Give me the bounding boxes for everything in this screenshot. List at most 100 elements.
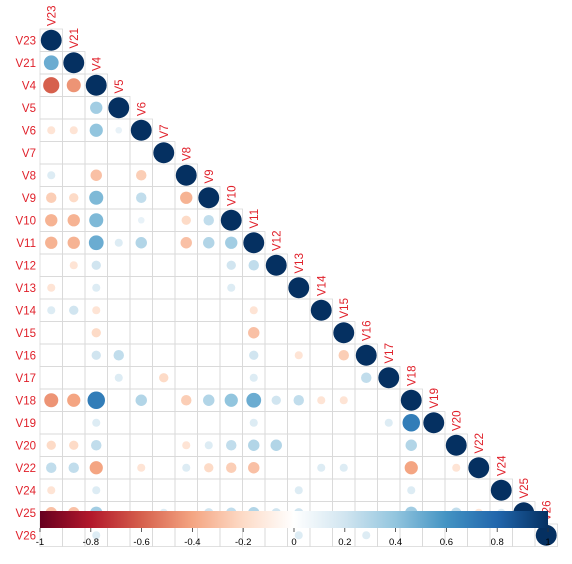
row-label-V7: V7 xyxy=(22,148,36,160)
row-label-V23: V23 xyxy=(16,35,36,47)
row-label-V25: V25 xyxy=(16,508,36,520)
corr-V16-V11 xyxy=(249,350,259,360)
grid-cell xyxy=(62,366,86,390)
corr-V17-V11 xyxy=(249,373,258,382)
corr-V6-V21 xyxy=(69,126,78,135)
corr-V22-V9 xyxy=(204,463,214,473)
grid-cell xyxy=(287,411,311,435)
corr-V26-V26 xyxy=(535,524,557,546)
corr-V14-V14 xyxy=(310,299,332,321)
corr-V11-V21 xyxy=(67,236,80,249)
corr-V8-V6 xyxy=(136,170,147,181)
grid-cell xyxy=(422,478,446,502)
grid-cell xyxy=(287,298,311,322)
corr-V26-V4 xyxy=(92,531,101,540)
corr-V19-V18 xyxy=(402,414,420,432)
corr-V10-V4 xyxy=(89,213,104,228)
corr-V18-V6 xyxy=(135,394,147,406)
corr-V11-V11 xyxy=(243,232,265,254)
corr-V20-V18 xyxy=(405,439,417,451)
corr-V18-V23 xyxy=(44,393,59,408)
grid-cell xyxy=(152,433,176,457)
colorbar-gradient xyxy=(40,511,548,528)
col-label-V5: V5 xyxy=(114,79,126,93)
corr-V11-V8 xyxy=(180,237,192,249)
corr-V12-V21 xyxy=(69,261,78,270)
corr-V21-V23 xyxy=(43,55,59,71)
col-label-V8: V8 xyxy=(181,147,193,161)
grid-cell xyxy=(107,411,131,435)
grid-cell xyxy=(354,456,378,480)
corr-V18-V4 xyxy=(87,391,105,409)
grid-cell xyxy=(62,141,86,165)
grid-cell xyxy=(107,456,131,480)
corr-V22-V22 xyxy=(468,457,490,479)
grid-cell xyxy=(242,478,266,502)
corr-V11-V6 xyxy=(135,237,147,249)
colorbar-tick-label: 0 xyxy=(291,537,296,548)
row-label-V10: V10 xyxy=(16,215,36,227)
grid-cell xyxy=(174,321,198,345)
grid-cell xyxy=(219,478,243,502)
corr-V19-V4 xyxy=(92,418,101,427)
colorbar-tick-label: -0.6 xyxy=(133,537,149,548)
col-label-V23: V23 xyxy=(46,6,58,26)
grid-cell xyxy=(309,411,333,435)
corr-V6-V4 xyxy=(89,123,103,137)
grid-cell xyxy=(84,366,108,390)
grid-cell xyxy=(219,298,243,322)
grid-cell xyxy=(309,478,333,502)
corr-V19-V19 xyxy=(423,412,445,434)
corr-V10-V21 xyxy=(67,214,80,227)
grid-cell xyxy=(219,411,243,435)
grid-cell xyxy=(62,276,86,300)
corr-V9-V6 xyxy=(136,192,147,203)
corr-V24-V4 xyxy=(92,486,101,495)
corr-V22-V20 xyxy=(452,463,461,472)
grid-cell xyxy=(129,433,153,457)
grid-cell xyxy=(287,366,311,390)
grid-cell xyxy=(264,321,288,345)
grid-cell xyxy=(197,253,221,277)
grid-cell xyxy=(174,411,198,435)
corr-V14-V23 xyxy=(47,306,56,315)
corr-V14-V4 xyxy=(92,306,101,315)
corr-V9-V8 xyxy=(180,191,193,204)
corr-V12-V10 xyxy=(226,260,236,270)
corr-V23-V23 xyxy=(40,29,62,51)
grid-cell xyxy=(129,478,153,502)
corr-V11-V5 xyxy=(114,238,123,247)
row-label-V12: V12 xyxy=(16,260,36,272)
corr-V9-V4 xyxy=(89,190,104,205)
corr-V18-V18 xyxy=(400,389,422,411)
grid-cell xyxy=(152,208,176,232)
grid-cell xyxy=(197,298,221,322)
grid-cell xyxy=(174,276,198,300)
col-label-V11: V11 xyxy=(249,209,261,229)
corr-V20-V9 xyxy=(204,441,213,450)
corr-V4-V23 xyxy=(43,77,60,94)
corr-V20-V20 xyxy=(445,434,467,456)
row-labels: V23 V21 V4 V5 V6 V7 V8 V9 V10 V11 V12 V13 V14 V15 V16 V… xyxy=(16,35,37,542)
corr-V24-V18 xyxy=(407,486,416,495)
corr-V22-V14 xyxy=(317,463,326,472)
corr-V6-V6 xyxy=(130,119,152,141)
corr-V12-V4 xyxy=(91,260,101,270)
corr-V11-V10 xyxy=(225,236,238,249)
grid-cell xyxy=(152,298,176,322)
corr-V22-V21 xyxy=(68,462,79,473)
corr-V8-V23 xyxy=(47,171,56,180)
col-label-V20: V20 xyxy=(451,411,463,431)
col-label-V14: V14 xyxy=(316,275,328,296)
corr-V7-V7 xyxy=(153,142,175,164)
grid-cell xyxy=(129,141,153,165)
corr-V19-V11 xyxy=(249,418,258,427)
col-label-V12: V12 xyxy=(271,231,283,251)
row-label-V24: V24 xyxy=(16,485,37,497)
col-label-V19: V19 xyxy=(429,388,441,408)
grid-cell xyxy=(152,456,176,480)
corr-V14-V21 xyxy=(69,305,79,315)
corr-V9-V23 xyxy=(46,192,57,203)
corr-V24-V24 xyxy=(490,479,512,501)
corr-V16-V16 xyxy=(355,344,377,366)
